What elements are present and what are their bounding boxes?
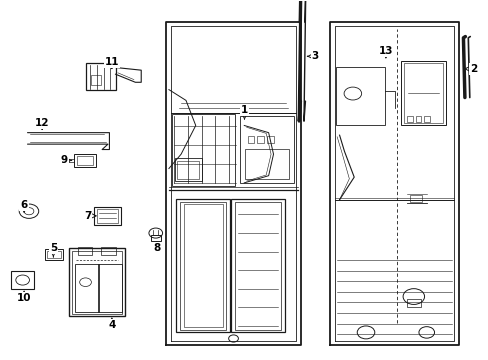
- Bar: [98, 264, 122, 312]
- Bar: [94, 207, 121, 225]
- Text: 1: 1: [241, 105, 247, 119]
- Bar: [400, 61, 445, 126]
- Bar: [335, 67, 384, 126]
- Bar: [151, 234, 160, 241]
- Bar: [78, 247, 92, 255]
- Bar: [177, 161, 199, 179]
- Text: 7: 7: [83, 211, 96, 221]
- Bar: [257, 136, 264, 143]
- Text: 2: 2: [464, 64, 476, 74]
- Bar: [47, 251, 61, 258]
- Bar: [404, 63, 442, 123]
- Text: 10: 10: [17, 291, 31, 303]
- Text: 11: 11: [104, 57, 119, 68]
- Bar: [101, 247, 116, 255]
- Bar: [409, 195, 421, 202]
- Bar: [234, 202, 281, 329]
- Bar: [69, 248, 125, 316]
- Bar: [11, 271, 34, 289]
- Bar: [91, 75, 101, 85]
- Text: 9: 9: [61, 155, 71, 165]
- Text: 13: 13: [378, 46, 392, 58]
- Bar: [77, 156, 93, 165]
- Bar: [74, 154, 96, 167]
- Bar: [172, 114, 234, 186]
- Bar: [75, 264, 99, 312]
- Bar: [180, 202, 226, 329]
- Bar: [415, 116, 421, 122]
- Bar: [176, 199, 230, 332]
- Bar: [175, 158, 202, 181]
- Bar: [406, 116, 412, 122]
- Bar: [86, 63, 115, 90]
- Bar: [244, 149, 288, 179]
- Bar: [72, 251, 122, 314]
- Text: 5: 5: [50, 243, 57, 257]
- Text: 4: 4: [108, 318, 115, 330]
- Bar: [266, 136, 273, 143]
- Text: 6: 6: [20, 200, 28, 212]
- Bar: [97, 209, 118, 223]
- Bar: [247, 136, 254, 143]
- Bar: [424, 116, 429, 122]
- Bar: [230, 199, 285, 332]
- Bar: [406, 300, 420, 307]
- Bar: [240, 116, 293, 183]
- Text: 3: 3: [307, 51, 318, 61]
- Text: 8: 8: [153, 242, 160, 253]
- Bar: [44, 249, 63, 260]
- Bar: [183, 204, 223, 327]
- Text: 12: 12: [35, 118, 49, 130]
